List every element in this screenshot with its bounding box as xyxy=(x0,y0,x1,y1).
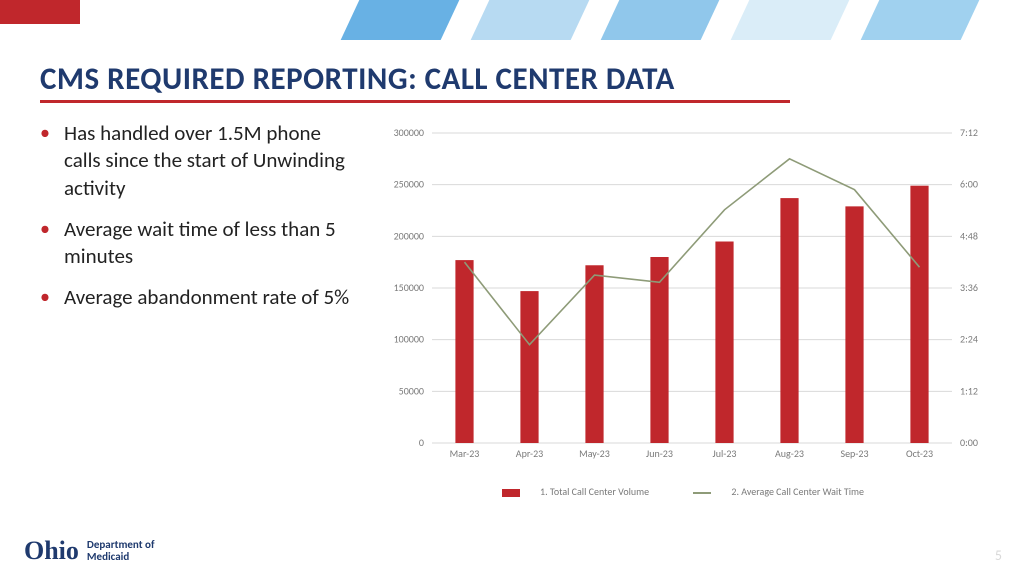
page-number: 5 xyxy=(995,547,1002,564)
page-title: CMS REQUIRED REPORTING: CALL CENTER DATA xyxy=(40,60,675,98)
bullet-item: Average wait time of less than 5 minutes xyxy=(60,216,360,271)
svg-text:100000: 100000 xyxy=(394,333,424,346)
ohio-logo-text: Ohio xyxy=(24,536,79,566)
chart-legend: 1. Total Call Center Volume 2. Average C… xyxy=(380,485,1000,498)
chart-svg: 0 0:00 50000 1:12 100000 2:24 150000 3:36 200000… xyxy=(380,108,1000,498)
svg-text:250000: 250000 xyxy=(394,178,424,191)
svg-text:Jul-23: Jul-23 xyxy=(713,447,737,460)
svg-text:May-23: May-23 xyxy=(579,447,610,460)
svg-text:200000: 200000 xyxy=(394,229,424,242)
legend-swatch-bars xyxy=(502,489,520,497)
dept-label: Department of Medicaid xyxy=(87,539,155,563)
svg-text:Apr-23: Apr-23 xyxy=(516,447,543,460)
dept-line2: Medicaid xyxy=(87,551,155,563)
legend-label-bars: 1. Total Call Center Volume xyxy=(540,485,649,498)
footer-logo: Ohio Department of Medicaid xyxy=(24,536,154,566)
bullet-list: Has handled over 1.5M phone calls since … xyxy=(60,120,360,326)
svg-text:6:00: 6:00 xyxy=(960,178,978,191)
svg-text:Jun-23: Jun-23 xyxy=(646,447,673,460)
svg-text:3:36: 3:36 xyxy=(960,281,978,294)
svg-text:1:12: 1:12 xyxy=(960,384,978,397)
svg-text:4:48: 4:48 xyxy=(960,229,978,242)
title-underline xyxy=(40,100,790,103)
svg-text:Oct-23: Oct-23 xyxy=(906,447,933,460)
svg-text:0: 0 xyxy=(419,436,424,449)
legend-label-line: 2. Average Call Center Wait Time xyxy=(731,485,864,498)
legend-swatch-line xyxy=(693,492,711,494)
bullet-item: Average abandonment rate of 5% xyxy=(60,284,360,311)
svg-text:2:24: 2:24 xyxy=(960,333,978,346)
svg-text:Aug-23: Aug-23 xyxy=(775,447,804,460)
svg-text:0:00: 0:00 xyxy=(960,436,978,449)
svg-text:300000: 300000 xyxy=(394,126,424,139)
bullet-item: Has handled over 1.5M phone calls since … xyxy=(60,120,360,202)
svg-text:50000: 50000 xyxy=(399,384,424,397)
svg-text:Mar-23: Mar-23 xyxy=(450,447,480,460)
svg-text:150000: 150000 xyxy=(394,281,424,294)
svg-text:Sep-23: Sep-23 xyxy=(840,447,868,460)
svg-text:7:12: 7:12 xyxy=(960,126,978,139)
combo-chart: 0 0:00 50000 1:12 100000 2:24 150000 3:36 200000… xyxy=(380,108,1000,498)
banner xyxy=(0,0,1024,40)
